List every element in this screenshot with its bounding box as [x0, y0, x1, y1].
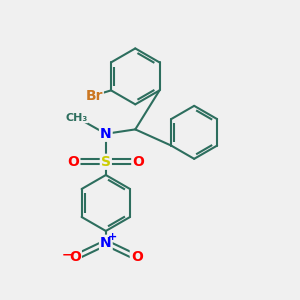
Text: O: O	[68, 155, 80, 169]
Text: CH₃: CH₃	[65, 112, 88, 123]
Text: Br: Br	[85, 88, 103, 103]
Text: N: N	[100, 127, 112, 141]
Text: O: O	[69, 250, 81, 265]
Text: +: +	[108, 232, 117, 242]
Text: S: S	[101, 155, 111, 169]
Text: −: −	[61, 248, 72, 261]
Text: O: O	[132, 155, 144, 169]
Text: N: N	[100, 236, 112, 250]
Text: O: O	[131, 250, 143, 265]
